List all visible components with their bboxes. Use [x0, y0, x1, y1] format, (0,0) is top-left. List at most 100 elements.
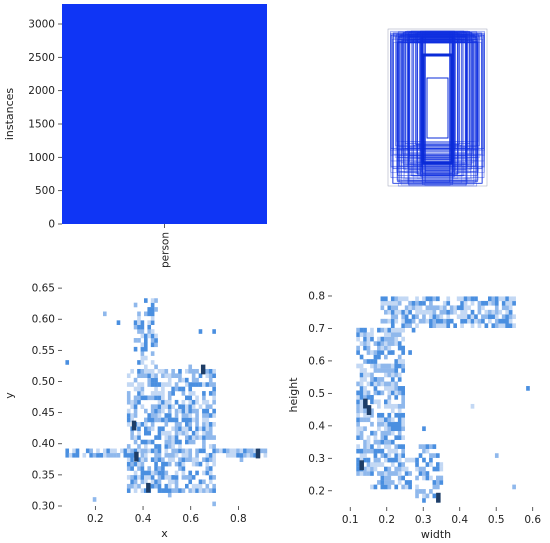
heatmap-cell	[174, 426, 179, 432]
heatmap-cell	[401, 435, 405, 440]
heatmap-cell	[505, 314, 509, 320]
heatmap-cell	[484, 323, 489, 328]
heatmap-cell	[133, 488, 138, 493]
heatmap-cell	[453, 323, 457, 328]
heatmap-cell	[384, 444, 388, 449]
heatmap-cell	[212, 488, 216, 493]
heatmap-cell	[370, 444, 374, 449]
heatmap-cell	[232, 452, 237, 458]
heatmap-cell	[439, 323, 444, 328]
heatmap-cell	[359, 403, 364, 409]
heatmap-cell	[147, 426, 152, 432]
heatmap-cell	[356, 448, 360, 454]
heatmap-cell	[181, 413, 186, 418]
heatmap-cell	[366, 471, 371, 476]
heatmap-cell	[422, 318, 426, 324]
heatmap-cell	[397, 471, 402, 476]
heatmap-cell	[384, 435, 388, 440]
heatmap-cell	[394, 390, 399, 396]
heatmap-cell	[174, 413, 179, 418]
heatmap-cell	[150, 315, 155, 321]
heatmap-cell	[401, 390, 405, 396]
heatmap-cell	[401, 323, 405, 328]
heatmap-cell	[205, 413, 210, 418]
heatmap-cell	[380, 453, 385, 458]
heatmap-cell	[191, 488, 196, 493]
heatmap-cell	[373, 466, 378, 472]
heatmap-cell	[140, 386, 145, 392]
heatmap-cell	[429, 444, 433, 449]
heatmap-cell	[446, 296, 451, 302]
heatmap-cell	[377, 350, 381, 355]
heatmap-cell	[404, 457, 409, 463]
x-tick-label: 0.4	[451, 514, 468, 526]
heatmap-cell	[198, 479, 203, 485]
heatmap-cell	[425, 444, 430, 449]
heatmap-cell	[195, 452, 199, 458]
heatmap-cell	[188, 391, 193, 396]
heatmap-cell	[384, 341, 388, 346]
heatmap-cell	[422, 300, 426, 306]
y-tick-label: 0.5	[308, 388, 325, 400]
heatmap-cell	[140, 382, 145, 387]
heatmap-cell	[366, 466, 371, 472]
heatmap-cell	[144, 342, 148, 348]
x-tick-label: 0.2	[87, 513, 104, 525]
heatmap-cell	[205, 373, 210, 379]
x-tick-label: 0.5	[488, 514, 505, 526]
heatmap-cell	[154, 466, 158, 471]
heatmap-cell	[449, 305, 454, 311]
heatmap-cell	[154, 404, 158, 409]
heatmap-cell	[191, 368, 196, 374]
heatmap-cell	[363, 395, 367, 400]
heatmap-cell	[171, 426, 175, 432]
heatmap-cell	[394, 457, 399, 463]
heatmap-cell	[205, 435, 210, 440]
heatmap-cell	[185, 426, 189, 432]
heatmap-cell	[425, 475, 430, 481]
heatmap-cell	[154, 408, 158, 414]
heatmap-cell	[147, 320, 152, 325]
heatmap-cell	[359, 408, 364, 414]
heatmap-cell	[356, 363, 360, 369]
heatmap-cell	[363, 386, 367, 391]
heatmap-cell	[167, 430, 172, 436]
heatmap-cell	[397, 332, 402, 337]
heatmap-cell	[432, 453, 437, 458]
heatmap-cell	[147, 373, 152, 379]
heatmap-cell	[370, 421, 374, 427]
heatmap-cell	[126, 488, 131, 493]
heatmap-cell	[377, 345, 381, 351]
heatmap-cell	[481, 300, 485, 306]
heatmap-cell	[208, 422, 213, 427]
heatmap-cell	[130, 417, 134, 423]
heatmap-cell	[171, 373, 175, 379]
box-outline	[420, 30, 455, 175]
heatmap-cell	[384, 417, 388, 423]
x-axis-label: width	[421, 528, 451, 541]
heatmap-cell	[377, 444, 381, 449]
heatmap-cell	[505, 309, 509, 315]
heatmap-cell	[501, 318, 506, 324]
heatmap-cell	[384, 471, 388, 476]
heatmap-cell	[140, 422, 145, 427]
heatmap-cell	[359, 471, 364, 476]
heatmap-cell	[390, 430, 395, 436]
heatmap-cell	[370, 408, 374, 414]
heatmap-cell	[397, 372, 402, 378]
heatmap-cell	[130, 448, 134, 454]
heatmap-cell	[133, 395, 138, 401]
heatmap-cell	[363, 332, 367, 337]
heatmap-cell	[185, 475, 189, 480]
heatmap-cell	[387, 300, 392, 306]
heatmap-cell	[498, 296, 503, 302]
heatmap-cell	[359, 399, 364, 405]
heatmap-cell	[411, 327, 416, 333]
heatmap-cell	[212, 399, 216, 405]
heatmap-cell	[205, 408, 210, 414]
heatmap-cell	[178, 408, 182, 414]
heatmap-cell	[436, 305, 440, 311]
heatmap-cell	[359, 363, 364, 369]
heatmap-cell	[126, 422, 131, 427]
heatmap-cell	[415, 489, 419, 494]
